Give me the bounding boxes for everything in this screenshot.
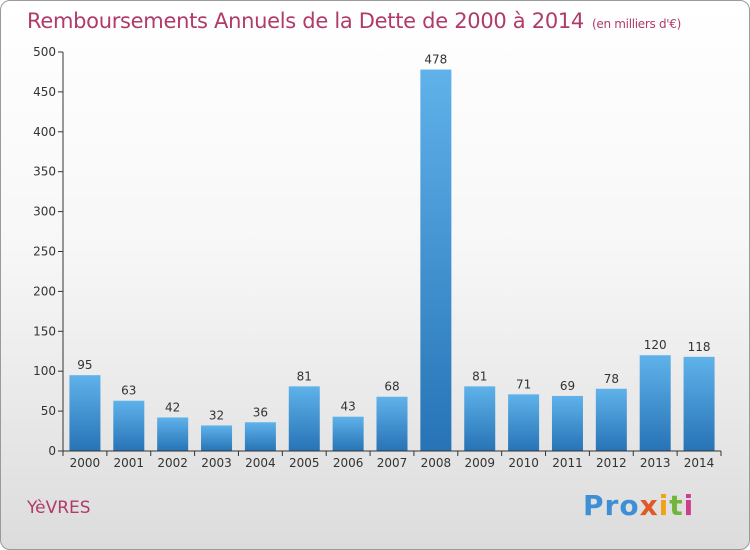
bar-value-label: 81 <box>297 369 312 383</box>
x-tick-label: 2013 <box>640 456 671 470</box>
bar-value-label: 95 <box>77 358 92 372</box>
y-tick-label: 250 <box>33 245 56 259</box>
bar <box>376 396 408 451</box>
x-tick-label: 2008 <box>421 456 452 470</box>
bars: 95 63 42 32 36 81 43 68 478 81 71 69 78 120 118 <box>69 53 715 451</box>
bar-value-label: 36 <box>253 405 268 419</box>
bar <box>332 416 364 451</box>
bar-value-label: 120 <box>644 338 667 352</box>
bar-value-label: 71 <box>516 377 531 391</box>
bar <box>464 386 496 451</box>
chart-unit: (en milliers d'€) <box>592 17 682 31</box>
bar <box>113 400 145 451</box>
logo-part-5: i <box>683 489 695 522</box>
y-tick-label: 200 <box>33 284 56 298</box>
y-tick-label: 400 <box>33 125 56 139</box>
bar <box>201 425 233 451</box>
y-tick-label: 50 <box>41 404 56 418</box>
chart-title-text: Remboursements Annuels de la Dette de 20… <box>27 9 584 33</box>
bar <box>288 386 320 451</box>
bar <box>244 422 276 451</box>
x-tick-label: 2007 <box>377 456 408 470</box>
x-axis: 2000 2001 2002 2003 2004 2005 2006 2007 2008 2009… <box>62 450 722 470</box>
x-tick-label: 2002 <box>157 456 188 470</box>
x-tick-label: 2000 <box>70 456 101 470</box>
bar <box>683 356 715 451</box>
x-tick-label: 2003 <box>201 456 232 470</box>
logo-part-3: i <box>658 489 670 522</box>
bar <box>551 395 583 451</box>
bar <box>420 69 452 451</box>
bar-value-label: 118 <box>688 340 711 354</box>
proxiti-logo: Proxiti <box>583 489 694 522</box>
bar <box>508 394 540 451</box>
bar <box>69 375 101 451</box>
x-tick-label: 2001 <box>114 456 145 470</box>
bar-value-label: 32 <box>209 408 224 422</box>
bar-value-label: 81 <box>472 369 487 383</box>
y-tick-label: 350 <box>33 165 56 179</box>
y-tick-label: 500 <box>33 45 56 59</box>
bar-value-label: 78 <box>604 372 619 386</box>
x-tick-label: 2012 <box>596 456 627 470</box>
y-tick-label: 150 <box>33 324 56 338</box>
bar-value-label: 42 <box>165 400 180 414</box>
bar <box>157 417 189 451</box>
bar-value-label: 43 <box>340 400 355 414</box>
bar-value-label: 63 <box>121 384 136 398</box>
bar <box>639 355 671 451</box>
logo-part-2: x <box>639 489 659 522</box>
x-tick-label: 2010 <box>508 456 539 470</box>
x-tick-label: 2011 <box>552 456 583 470</box>
logo-part-4: t <box>669 489 684 522</box>
logo-part-1: Pro <box>583 489 640 522</box>
y-tick-label: 300 <box>33 205 56 219</box>
y-tick-label: 0 <box>48 444 56 458</box>
bar-value-label: 69 <box>560 379 575 393</box>
bar-value-label: 68 <box>384 380 399 394</box>
x-tick-label: 2004 <box>245 456 276 470</box>
x-tick-label: 2014 <box>684 456 715 470</box>
bar <box>595 388 627 451</box>
x-tick-label: 2005 <box>289 456 320 470</box>
x-tick-label: 2006 <box>333 456 364 470</box>
x-tick-label: 2009 <box>464 456 495 470</box>
y-tick-label: 100 <box>33 364 56 378</box>
bar-value-label: 478 <box>424 53 447 67</box>
chart-title: Remboursements Annuels de la Dette de 20… <box>27 9 681 33</box>
y-axis: 0 50 100 150 200 250 300 350 400 450 500 <box>33 45 64 458</box>
town-name: YèVRES <box>27 498 91 518</box>
y-tick-label: 450 <box>33 85 56 99</box>
